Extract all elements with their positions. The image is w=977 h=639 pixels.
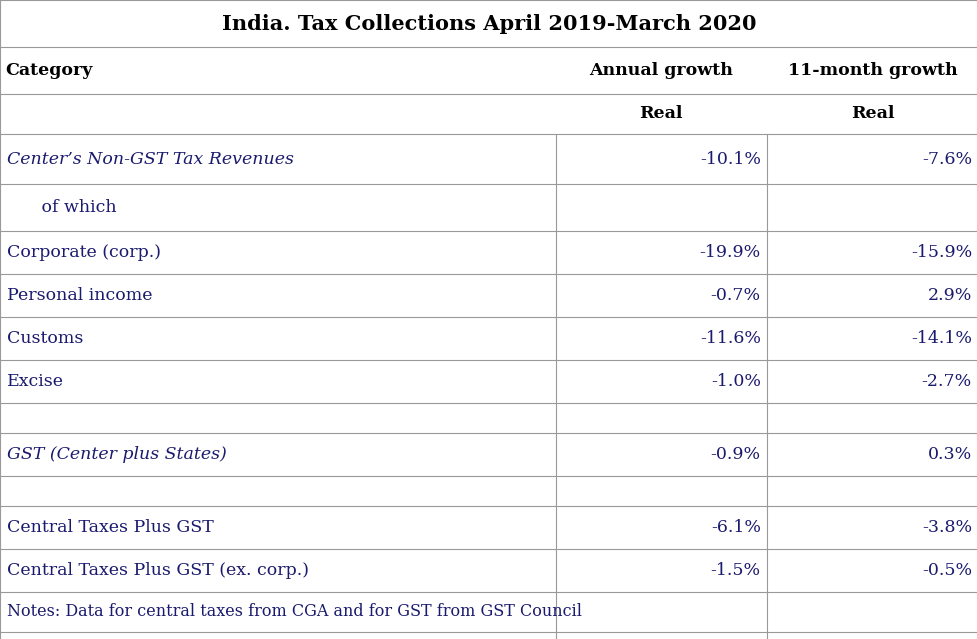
Text: Notes: Data for central taxes from CGA and for GST from GST Council: Notes: Data for central taxes from CGA a… (7, 603, 581, 620)
Text: Central Taxes Plus GST: Central Taxes Plus GST (7, 519, 214, 536)
Text: -0.7%: -0.7% (710, 287, 760, 304)
Text: -3.8%: -3.8% (921, 519, 971, 536)
Text: -11.6%: -11.6% (699, 330, 760, 347)
Text: 0.3%: 0.3% (927, 446, 971, 463)
Text: Corporate (corp.): Corporate (corp.) (7, 244, 161, 261)
Text: GST (Center plus States): GST (Center plus States) (7, 446, 227, 463)
Text: -14.1%: -14.1% (910, 330, 971, 347)
Text: -0.5%: -0.5% (921, 562, 971, 579)
Text: -1.5%: -1.5% (710, 562, 760, 579)
Text: Central Taxes Plus GST (ex. corp.): Central Taxes Plus GST (ex. corp.) (7, 562, 309, 579)
Text: -2.7%: -2.7% (920, 373, 971, 390)
Text: -7.6%: -7.6% (921, 151, 971, 167)
Text: India. Tax Collections April 2019-March 2020: India. Tax Collections April 2019-March … (222, 13, 755, 33)
Text: -15.9%: -15.9% (910, 244, 971, 261)
Text: Excise: Excise (7, 373, 64, 390)
Text: Center’s Non-GST Tax Revenues: Center’s Non-GST Tax Revenues (7, 151, 293, 167)
Text: Real: Real (639, 105, 682, 123)
Text: -1.0%: -1.0% (710, 373, 760, 390)
Text: Personal income: Personal income (7, 287, 152, 304)
Text: Annual growth: Annual growth (588, 62, 733, 79)
Text: of which: of which (25, 199, 116, 216)
Text: 11-month growth: 11-month growth (786, 62, 956, 79)
Text: Customs: Customs (7, 330, 83, 347)
Text: -0.9%: -0.9% (710, 446, 760, 463)
Text: -10.1%: -10.1% (699, 151, 760, 167)
Text: Real: Real (850, 105, 893, 123)
Text: Category: Category (5, 62, 92, 79)
Text: -19.9%: -19.9% (699, 244, 760, 261)
Text: 2.9%: 2.9% (926, 287, 971, 304)
Text: -6.1%: -6.1% (710, 519, 760, 536)
